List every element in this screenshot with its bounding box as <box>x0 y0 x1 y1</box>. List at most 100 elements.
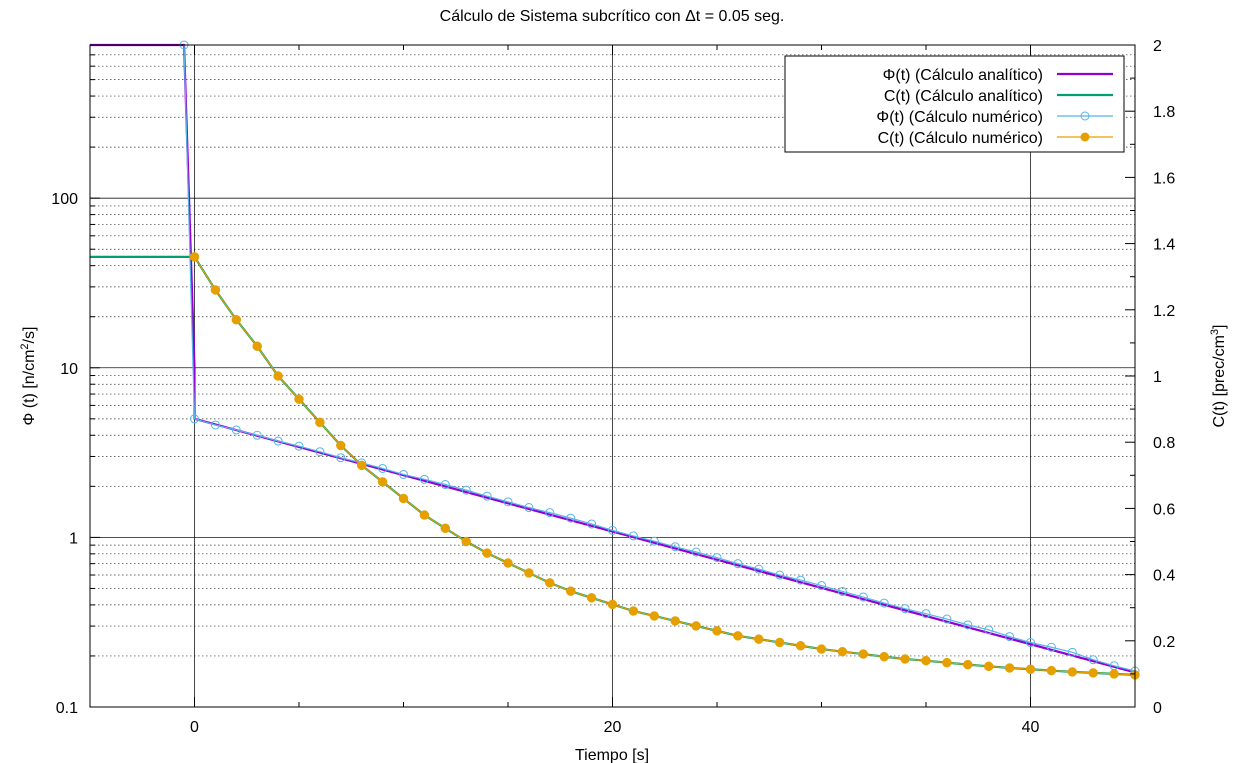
series-3-point <box>816 644 827 654</box>
x-axis-label: Tiempo [s] <box>575 747 649 763</box>
x-tick-label: 20 <box>604 719 622 736</box>
y2-tick-label: 1.4 <box>1153 237 1175 254</box>
series-2-point <box>900 604 910 614</box>
series-3-point <box>545 578 555 588</box>
y2-tick-label: 0.8 <box>1153 435 1175 452</box>
series-3-point <box>1046 665 1057 676</box>
legend-label: Φ(t) (Cálculo analítico) <box>883 67 1043 84</box>
series-3-point <box>858 649 869 659</box>
series-3-point <box>586 593 597 603</box>
plot-markers <box>179 40 1140 680</box>
y2-tick-label: 1.6 <box>1153 170 1175 187</box>
series-2-point <box>649 536 659 546</box>
series-3-point <box>315 417 325 428</box>
series-3-point <box>356 460 367 471</box>
series-3-point <box>565 586 576 596</box>
y2-tick-label: 1.2 <box>1153 303 1175 320</box>
y-axis-label-main: Φ (t) [n/cm <box>21 350 38 426</box>
series-2-point <box>628 531 638 541</box>
series-3-point <box>774 637 785 648</box>
legend-label: C(t) (Cálculo analítico) <box>884 88 1043 105</box>
series-3-point <box>1088 668 1098 678</box>
y2-tick-label: 0.2 <box>1153 634 1175 651</box>
series-2-point <box>566 513 576 523</box>
y2-tick-label: 2 <box>1153 38 1162 55</box>
series-3-point <box>524 568 534 578</box>
legend: Φ(t) (Cálculo analítico) C(t) (Cálculo an… <box>784 55 1125 153</box>
series-2-point <box>440 480 450 490</box>
y-axis-label: Φ (t) [n/cm2/s] <box>19 327 38 426</box>
series-2-point <box>273 436 283 446</box>
y2-axis-label: C(t) [prec/cm3] <box>1209 324 1228 427</box>
series-2-point <box>858 592 868 602</box>
series-2-point <box>482 491 492 501</box>
y2-axis-label-tail: ] <box>1211 324 1228 328</box>
series-3-point <box>837 646 848 657</box>
y2-tick-label: 0.6 <box>1153 501 1175 518</box>
series-2-point <box>503 497 513 507</box>
series-2-point <box>796 575 806 585</box>
series-3-point <box>419 510 430 520</box>
series-2-point <box>399 469 408 479</box>
series-3-point <box>273 371 283 381</box>
series-3-point <box>942 657 952 668</box>
y-tick-label: 1 <box>69 530 78 547</box>
series-2-point <box>608 525 617 535</box>
y2-tick-label: 0.4 <box>1153 568 1175 585</box>
series-2-point <box>1026 638 1035 648</box>
series-3-point <box>921 655 931 666</box>
series-3-point <box>461 536 471 547</box>
y-tick-label: 10 <box>60 361 78 378</box>
series-3-point <box>482 548 492 558</box>
x-tick-label: 40 <box>1022 719 1040 736</box>
legend-box <box>784 55 1125 153</box>
series-2-point <box>419 474 429 484</box>
series-2-point <box>231 425 241 435</box>
legend-swatch-marker <box>1080 111 1090 121</box>
series-2-point <box>837 586 847 596</box>
series-3-point <box>712 626 722 636</box>
series-3-point <box>189 252 200 262</box>
series-2-point <box>190 414 199 424</box>
y2-axis-label-main: C(t) [prec/cm <box>1211 335 1228 427</box>
series-3-point <box>670 616 680 626</box>
series-2-point <box>879 598 889 608</box>
series-2-point <box>691 547 701 557</box>
series-2-point <box>1088 655 1098 665</box>
series-3-point <box>607 599 618 610</box>
series-2-point <box>754 564 764 574</box>
series-2-point <box>587 519 597 529</box>
y2-tick-label: 1.8 <box>1153 104 1175 121</box>
series-3-point <box>733 631 743 641</box>
chart-title: Cálculo de Sistema subcrítico con Δt = 0… <box>440 8 785 25</box>
series-3-point <box>503 558 513 568</box>
series-3-point <box>628 606 639 616</box>
series-2-point <box>252 430 262 440</box>
series-3-point <box>1004 663 1015 673</box>
series-2-point <box>1005 632 1015 642</box>
series-3-point <box>879 651 889 662</box>
legend-label: Φ(t) (Cálculo numérico) <box>876 109 1043 126</box>
series-3-point <box>691 621 701 631</box>
series-3-point <box>1109 669 1119 679</box>
series-3-point <box>983 661 994 672</box>
series-2-point <box>1067 647 1077 657</box>
series-2-point <box>733 559 743 569</box>
series-3-point <box>440 523 451 534</box>
series-3-point <box>900 654 910 664</box>
y2-tick-label: 0 <box>1153 700 1162 717</box>
series-3-point <box>294 394 304 404</box>
series-2-point <box>712 553 722 563</box>
y-tick-label: 0.1 <box>56 700 78 717</box>
series-3-point <box>1025 664 1036 675</box>
legend-swatch-marker <box>1080 132 1090 142</box>
series-2-point <box>670 542 680 552</box>
series-2-point <box>963 620 973 630</box>
series-line-3 <box>193 256 1136 676</box>
series-2-point <box>524 503 534 513</box>
series-2-point <box>775 570 785 580</box>
series-3-point <box>252 341 262 351</box>
series-2-point <box>294 441 304 451</box>
y-axis-label-tail: /s] <box>21 327 38 344</box>
